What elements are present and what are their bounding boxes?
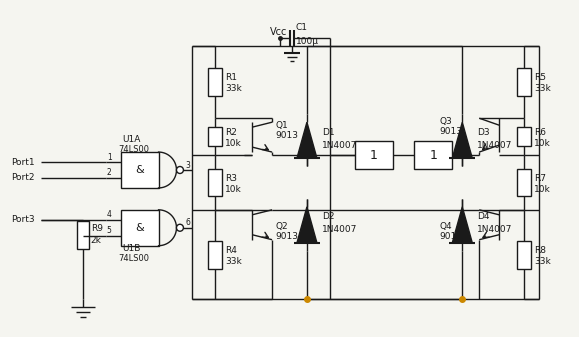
Text: 10k: 10k bbox=[534, 139, 551, 148]
Text: 33k: 33k bbox=[534, 84, 551, 93]
Text: R5: R5 bbox=[534, 73, 546, 82]
Text: U1B: U1B bbox=[123, 244, 141, 253]
Text: Q4: Q4 bbox=[439, 222, 452, 231]
Text: 2: 2 bbox=[107, 168, 112, 177]
Text: 33k: 33k bbox=[534, 257, 551, 266]
Text: 33k: 33k bbox=[225, 84, 242, 93]
Text: R1: R1 bbox=[225, 73, 237, 82]
Text: 33k: 33k bbox=[225, 257, 242, 266]
Text: R9: R9 bbox=[91, 224, 103, 233]
Text: R8: R8 bbox=[534, 246, 546, 255]
Text: &: & bbox=[135, 223, 144, 233]
Text: D2: D2 bbox=[322, 212, 334, 221]
Bar bbox=[517, 127, 531, 146]
Text: 6: 6 bbox=[185, 218, 190, 227]
Text: 2k: 2k bbox=[91, 236, 102, 245]
Text: 1N4007: 1N4007 bbox=[477, 141, 512, 150]
Text: U1A: U1A bbox=[123, 134, 141, 144]
Bar bbox=[77, 221, 89, 249]
Text: R4: R4 bbox=[225, 246, 237, 255]
Text: R6: R6 bbox=[534, 128, 546, 137]
Bar bbox=[355, 141, 393, 169]
Bar bbox=[120, 210, 159, 246]
Text: 1N4007: 1N4007 bbox=[322, 141, 357, 150]
Text: 4: 4 bbox=[107, 210, 112, 219]
Text: Q2: Q2 bbox=[275, 222, 288, 231]
Text: 9013: 9013 bbox=[439, 232, 463, 241]
Text: 9013: 9013 bbox=[275, 232, 298, 241]
Text: 1: 1 bbox=[430, 149, 437, 161]
Text: 3: 3 bbox=[185, 160, 190, 170]
Polygon shape bbox=[297, 122, 317, 158]
Polygon shape bbox=[452, 122, 472, 158]
Text: Port1: Port1 bbox=[11, 158, 35, 166]
Text: 10k: 10k bbox=[225, 139, 242, 148]
Text: 1: 1 bbox=[370, 149, 378, 161]
Polygon shape bbox=[297, 207, 317, 243]
Text: C1: C1 bbox=[296, 23, 308, 32]
Text: 5: 5 bbox=[107, 226, 112, 235]
Bar bbox=[120, 152, 159, 188]
Polygon shape bbox=[452, 207, 472, 243]
Text: Port3: Port3 bbox=[11, 215, 35, 224]
Text: R2: R2 bbox=[225, 128, 237, 137]
Bar bbox=[517, 241, 531, 269]
Bar bbox=[208, 127, 222, 146]
Text: D3: D3 bbox=[477, 128, 490, 136]
Text: 10k: 10k bbox=[225, 185, 242, 194]
Bar bbox=[517, 68, 531, 96]
Bar bbox=[208, 169, 222, 196]
Text: 9013: 9013 bbox=[275, 131, 298, 140]
Circle shape bbox=[177, 224, 184, 231]
Text: 100μ: 100μ bbox=[296, 37, 319, 46]
Text: Port2: Port2 bbox=[11, 173, 35, 182]
Text: 10k: 10k bbox=[534, 185, 551, 194]
Bar bbox=[415, 141, 452, 169]
Text: Vcc: Vcc bbox=[270, 27, 287, 37]
Text: &: & bbox=[135, 165, 144, 175]
Text: R3: R3 bbox=[225, 174, 237, 183]
Text: D4: D4 bbox=[477, 212, 490, 221]
Text: Q1: Q1 bbox=[275, 121, 288, 130]
Text: D1: D1 bbox=[322, 128, 335, 136]
Text: 1: 1 bbox=[107, 153, 112, 162]
Text: 74LS00: 74LS00 bbox=[119, 145, 150, 154]
Text: Q3: Q3 bbox=[439, 117, 452, 126]
Circle shape bbox=[177, 166, 184, 174]
Bar bbox=[208, 241, 222, 269]
Text: 1N4007: 1N4007 bbox=[477, 225, 512, 234]
Bar bbox=[517, 169, 531, 196]
Text: 74LS00: 74LS00 bbox=[119, 254, 150, 263]
Text: 1N4007: 1N4007 bbox=[322, 225, 357, 234]
Text: 9013: 9013 bbox=[439, 127, 463, 136]
Bar bbox=[208, 68, 222, 96]
Text: R7: R7 bbox=[534, 174, 546, 183]
